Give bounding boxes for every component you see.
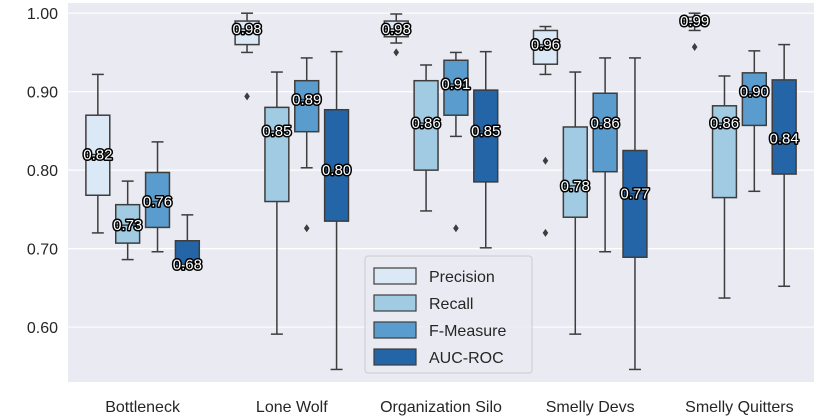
outlier-marker: [303, 224, 310, 233]
y-tick-label: 0.60: [27, 320, 58, 337]
box-groups: [85, 12, 797, 371]
box-recall-0: [114, 180, 141, 261]
box-f-measure-4: [741, 50, 768, 193]
outlier-marker: [691, 42, 698, 51]
median-labels: 0.82 0.98 0.98 0.96 0.99 0.73 0.85 0.86 0.78 0.86…: [82, 12, 801, 275]
box-precision-0: [85, 73, 111, 234]
outlier-marker: [244, 92, 250, 101]
box-iqr: [413, 79, 439, 171]
box-iqr: [443, 59, 469, 116]
y-tick-label: 1.00: [27, 6, 58, 23]
x-tick-label: Lone Wolf: [256, 399, 328, 416]
y-tick-label: 0.80: [27, 163, 58, 180]
box-auc-roc-4: [771, 43, 797, 288]
box-iqr: [323, 108, 350, 222]
median-value-label: 0.91: [441, 76, 470, 93]
median-value-label: 0.86: [411, 115, 440, 132]
median-value-label: 0.82: [83, 146, 112, 163]
median-value-label: 0.78: [561, 178, 590, 195]
box-recall-1: [264, 71, 290, 335]
median-value-label: 0.90: [740, 84, 769, 101]
box-f-measure-3: [592, 57, 618, 253]
median-value-label: 0.80: [322, 162, 351, 179]
box-iqr: [532, 29, 559, 65]
outlier-marker: [453, 224, 459, 233]
median-value-label: 0.85: [262, 123, 291, 140]
legend-label: AUC-ROC: [429, 350, 504, 367]
box-auc-roc-1: [323, 50, 350, 371]
median-value-label: 0.96: [531, 37, 560, 54]
box-precision-4: [681, 12, 708, 51]
legend-swatch: [373, 294, 417, 312]
box-auc-roc-2: [473, 50, 499, 249]
box-auc-roc-3: [622, 57, 648, 371]
outlier-marker: [542, 228, 549, 237]
box-iqr: [294, 79, 320, 133]
y-axis-tick-labels: 0.60 0.70 0.80 0.90 1.00: [27, 6, 58, 337]
box-recall-2: [413, 64, 439, 212]
legend-swatch: [373, 321, 417, 339]
box-auc-roc-0: [174, 214, 201, 266]
legend-label: Precision: [429, 269, 495, 286]
x-tick-label: Organization Silo: [380, 399, 502, 416]
outlier-marker: [542, 156, 549, 165]
legend-label: F-Measure: [429, 323, 506, 340]
box-precision-3: [532, 25, 559, 237]
box-iqr: [741, 72, 768, 127]
box-f-measure-1: [294, 57, 320, 233]
box-iqr: [622, 149, 648, 258]
median-value-label: 0.84: [770, 131, 799, 148]
box-iqr: [144, 171, 171, 229]
median-value-label: 0.73: [113, 217, 142, 234]
y-tick-label: 0.90: [27, 85, 58, 102]
median-value-label: 0.98: [232, 21, 261, 38]
box-recall-4: [711, 75, 738, 299]
median-value-label: 0.76: [143, 194, 172, 211]
x-axis-tick-labels: Bottleneck Lone Wolf Organization Silo Smel…: [105, 399, 793, 416]
x-tick-label: Bottleneck: [105, 399, 181, 416]
box-iqr: [114, 203, 141, 244]
median-value-label: 0.98: [382, 21, 411, 38]
box-iqr: [264, 106, 290, 203]
box-f-measure-0: [144, 141, 171, 253]
box-iqr: [592, 92, 618, 173]
x-tick-label: Smelly Quitters: [685, 399, 793, 416]
box-iqr: [85, 114, 111, 196]
median-value-label: 0.86: [591, 115, 620, 132]
median-value-label: 0.99: [680, 13, 709, 30]
legend-swatch: [373, 348, 417, 366]
y-tick-label: 0.70: [27, 242, 58, 259]
outlier-marker: [393, 48, 400, 57]
median-value-label: 0.86: [710, 115, 739, 132]
box-iqr: [234, 20, 260, 46]
median-value-label: 0.89: [292, 92, 321, 109]
box-iqr: [562, 126, 588, 218]
box-iqr: [711, 105, 738, 199]
box-iqr: [473, 89, 499, 183]
x-tick-label: Smelly Devs: [546, 399, 635, 416]
legend-label: Recall: [429, 296, 473, 313]
median-value-label: 0.85: [471, 123, 500, 140]
box-precision-1: [234, 12, 260, 101]
legend-swatch: [373, 267, 417, 285]
box-f-measure-2: [443, 51, 469, 233]
median-value-label: 0.77: [620, 186, 649, 203]
box-precision-2: [383, 13, 409, 57]
legend-frame: [364, 255, 533, 374]
box-iqr: [771, 79, 797, 175]
box-recall-3: [562, 71, 588, 335]
legend: Precision Recall F-Measure AUC-ROC: [364, 255, 533, 374]
median-value-label: 0.68: [173, 256, 202, 273]
